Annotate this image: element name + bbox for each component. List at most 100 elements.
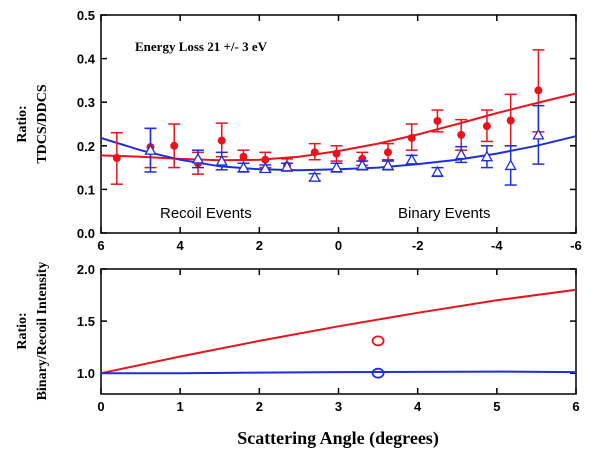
- red-data-point: [110, 131, 123, 185]
- circle-marker: [310, 148, 319, 157]
- triangle-marker: [356, 159, 369, 171]
- bottom-x-tick-label: 6: [572, 399, 579, 414]
- bottom-ylabel-line-1: Ratio:: [15, 312, 30, 349]
- top-y-tick-label: 0.3: [77, 95, 95, 110]
- top-y-tick-label: 0.5: [77, 8, 95, 23]
- circle-marker: [383, 148, 392, 157]
- bottom-x-tick-label: 2: [256, 399, 263, 414]
- blue-data-point: [308, 170, 321, 182]
- triangle-marker: [308, 170, 321, 182]
- red-data-point: [168, 123, 181, 169]
- bottom-y-ticks: 1.0 1.5 2.0: [77, 262, 576, 381]
- bottom-x-ticks: 0 1 2 3 4 5 6: [97, 269, 580, 414]
- circle-marker: [457, 130, 466, 139]
- recoil-events-label: Recoil Events: [160, 205, 252, 222]
- bottom-y-tick-label: 2.0: [77, 262, 95, 277]
- energy-loss-annotation: Energy Loss 21 +/- 3 eV: [135, 39, 268, 54]
- triangle-marker: [259, 162, 272, 174]
- top-y-tick-label: 0.4: [77, 52, 96, 67]
- bottom-x-tick-label: 4: [414, 399, 422, 414]
- top-x-ticks: 6 4 2 0 -2 -4 -6: [97, 15, 582, 253]
- red-data-point: [504, 93, 517, 147]
- circle-marker: [239, 152, 248, 161]
- blue-data-point: [259, 162, 272, 174]
- circle-marker: [170, 141, 179, 150]
- top-x-tick-label: 6: [97, 238, 104, 253]
- circle-marker: [332, 149, 341, 158]
- triangle-marker: [381, 159, 395, 171]
- triangle-marker: [405, 153, 418, 165]
- bottom-y-tick-label: 1.5: [77, 314, 95, 329]
- blue-data-point: [480, 145, 494, 169]
- bottom-ylabel-line-2: Binary/Recoil Intensity: [35, 262, 50, 401]
- blue-data-point: [381, 159, 395, 171]
- blue-open-circle-marker: [371, 367, 385, 379]
- top-x-tick-label: 0: [335, 238, 342, 253]
- bottom-lines: [100, 288, 577, 375]
- top-data-points: [110, 49, 545, 186]
- top-x-tick-label: -6: [570, 238, 582, 253]
- bottom-panel: 1.0 1.5 2.0 0 1 2 3 4 5 6 Ratio: Binary/Recoil I…: [15, 262, 580, 449]
- top-panel: 0.0 0.1 0.2 0.3 0.4 0.5 6 4 2 0 -2 -4 -6 Energy Los…: [15, 8, 582, 253]
- bottom-x-tick-label: 3: [335, 399, 342, 414]
- blue-data-point: [191, 149, 205, 169]
- bottom-y-tick-label: 1.0: [77, 366, 95, 381]
- bottom-x-axis-label: Scattering Angle (degrees): [237, 428, 439, 449]
- triangle-marker: [237, 161, 250, 173]
- top-ylabel-line-2: TDCS/DDCS: [35, 84, 50, 164]
- triangle-marker: [455, 148, 468, 160]
- triangle-marker: [480, 150, 494, 162]
- triangle-marker: [330, 161, 343, 173]
- blue-data-point: [455, 145, 468, 164]
- blue-data-point: [431, 165, 444, 178]
- top-fit-curves: [100, 92, 577, 172]
- red-open-circle-marker: [371, 335, 385, 347]
- circle-marker: [261, 155, 270, 164]
- triangle-marker: [431, 165, 444, 177]
- blue-data-point: [405, 153, 418, 165]
- top-x-tick-label: 2: [256, 238, 263, 253]
- circle-marker: [217, 136, 226, 145]
- triangle-marker: [504, 159, 517, 171]
- bottom-x-tick-label: 0: [97, 399, 104, 414]
- blue-data-point: [330, 161, 343, 173]
- circle-marker: [433, 116, 442, 125]
- triangle-marker: [191, 152, 205, 164]
- blue-data-point: [144, 127, 157, 173]
- top-x-tick-label: 4: [177, 238, 185, 253]
- circle-marker: [482, 122, 491, 131]
- bottom-plot-frame: [100, 268, 577, 395]
- top-y-tick-label: 0.2: [77, 139, 95, 154]
- blue-ratio-line: [101, 370, 577, 375]
- blue-data-point: [237, 161, 250, 173]
- bottom-markers: [371, 335, 385, 379]
- top-x-tick-label: -4: [491, 238, 503, 253]
- red-data-point: [308, 142, 321, 161]
- circle-marker: [534, 86, 543, 95]
- top-y-tick-label: 0.1: [77, 182, 95, 197]
- triangle-marker: [215, 154, 228, 166]
- red-data-point: [431, 109, 444, 133]
- red-data-point: [405, 123, 418, 151]
- blue-data-point: [532, 104, 545, 165]
- blue-data-point: [356, 159, 369, 171]
- top-x-tick-label: -2: [412, 238, 424, 253]
- binary-events-label: Binary Events: [398, 205, 491, 222]
- red-data-point: [330, 145, 343, 162]
- red-data-point: [381, 142, 394, 161]
- circle-marker: [112, 154, 121, 163]
- triangle-marker: [532, 128, 545, 140]
- bottom-x-tick-label: 1: [177, 399, 184, 414]
- triangle-marker: [280, 160, 294, 172]
- red-ratio-line: [100, 288, 577, 375]
- blue-data-point: [280, 160, 294, 172]
- top-y-tick-label: 0.0: [77, 226, 95, 241]
- top-y-ticks: 0.0 0.1 0.2 0.3 0.4 0.5: [77, 8, 576, 241]
- top-y-axis-label: Ratio: TDCS/DDCS: [15, 84, 50, 164]
- circle-marker: [506, 116, 515, 125]
- circle-marker: [407, 133, 416, 142]
- blue-data-point: [215, 151, 228, 171]
- top-ylabel-line-1: Ratio:: [15, 105, 30, 142]
- triangle-marker: [144, 143, 157, 155]
